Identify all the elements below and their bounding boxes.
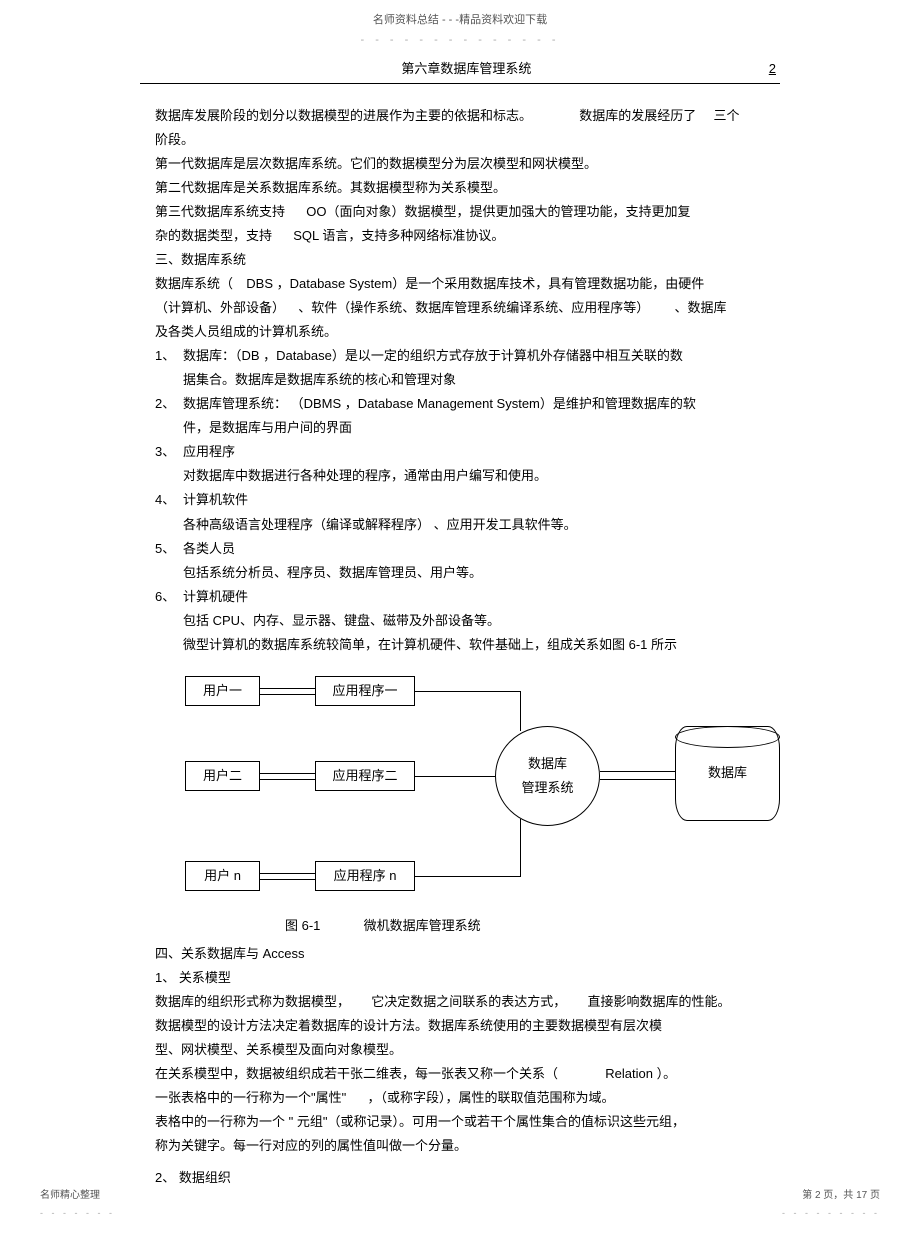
figure-caption: 图 6-1 微机数据库管理系统 (285, 914, 765, 938)
text: 应用程序 (183, 440, 765, 464)
text: 称为关键字。每一行对应的列的属性值叫做一个分量。 (155, 1134, 765, 1158)
text: （计算机、外部设备） (155, 300, 285, 315)
text: 对数据库中数据进行各种处理的程序，通常由用户编写和使用。 (183, 464, 765, 488)
header-text: 名师资料总结 - - -精品资料欢迎下载 (60, 10, 860, 30)
connector-line (260, 694, 315, 695)
text: DBS ，Database System）是一个采用数据库技术，具有管理数据功能… (246, 276, 704, 291)
text: 1、 关系模型 (155, 966, 765, 990)
dbms-label-1: 数据库 (528, 752, 567, 776)
text: 数据库的发展经历了 (579, 108, 696, 123)
text: 数据库系统（ (155, 276, 233, 291)
caption-text: 微机数据库管理系统 (364, 918, 481, 933)
connector-line (260, 873, 315, 874)
user-box: 用户一 (185, 676, 260, 706)
text: 件，是数据库与用户间的界面 (183, 416, 765, 440)
caption-number: 图 6-1 (285, 918, 320, 933)
user-box: 用户二 (185, 761, 260, 791)
text: 阶段。 (155, 128, 765, 152)
text: 计算机软件 (183, 488, 765, 512)
text: 型、网状模型、关系模型及面向对象模型。 (155, 1038, 765, 1062)
connector-line (415, 691, 520, 692)
text: 计算机硬件 (183, 585, 765, 609)
app-box: 应用程序一 (315, 676, 415, 706)
text: OO（面向对象）数据模型，提供更加强大的管理功能，支持更加复 (306, 204, 690, 219)
text: 第三代数据库系统支持 (155, 204, 285, 219)
text: 直接影响数据库的性能。 (588, 994, 731, 1009)
text: 数据库发展阶段的划分以数据模型的进展作为主要的依据和标志。 (155, 108, 532, 123)
list-item: 2、 数据库管理系统： （DBMS ，Database Management S… (155, 392, 765, 440)
connector-line (260, 773, 315, 774)
list-number: 2、 (155, 392, 183, 440)
user-box: 用户 n (185, 861, 260, 891)
system-diagram: 用户一 应用程序一 用户二 应用程序二 用户 n 应用程序 n 数据库 管理系统… (185, 671, 765, 906)
db-label: 数据库 (708, 761, 747, 785)
connector-line (520, 819, 521, 877)
text: 数据库管理系统： （DBMS ，Database Management Syst… (183, 392, 765, 416)
text: Relation ）。 (605, 1066, 676, 1081)
text: SQL 语言，支持多种网络标准协议。 (293, 228, 504, 243)
db-cylinder: 数据库 (675, 726, 780, 821)
title-row: 第六章数据库管理系统 2 (140, 57, 780, 84)
footer-right: 第 2 页，共 17 页 (782, 1187, 880, 1206)
dbms-label-2: 管理系统 (521, 776, 573, 800)
connector-line (260, 879, 315, 880)
page-footer: 名师精心整理 - - - - - - - 第 2 页，共 17 页 - - - … (40, 1187, 880, 1222)
list-item: 3、 应用程序 对数据库中数据进行各种处理的程序，通常由用户编写和使用。 (155, 440, 765, 488)
text: 在关系模型中，数据被组织成若干张二维表，每一张表又称一个关系（ (155, 1066, 558, 1081)
dbms-circle: 数据库 管理系统 (495, 726, 600, 826)
list-number: 6、 (155, 585, 183, 657)
text: 数据库：（DB ，Database）是以一定的组织方式存放于计算机外存储器中相互… (183, 344, 765, 368)
text: 微型计算机的数据库系统较简单，在计算机硬件、软件基础上，组成关系如图 6-1 所… (183, 633, 765, 657)
text: 表格中的一行称为一个 " 元组"（或称记录）。可用一个或若干个属性集合的值标识这… (155, 1110, 765, 1134)
list-item: 1、 数据库：（DB ，Database）是以一定的组织方式存放于计算机外存储器… (155, 344, 765, 392)
text: 一张表格中的一行称为一个"属性" (155, 1090, 346, 1105)
list-number: 1、 (155, 344, 183, 392)
text: 及各类人员组成的计算机系统。 (155, 320, 765, 344)
connector-line (520, 691, 521, 731)
app-box: 应用程序 n (315, 861, 415, 891)
text: 三个 (714, 108, 740, 123)
app-box: 应用程序二 (315, 761, 415, 791)
text: 第一代数据库是层次数据库系统。它们的数据模型分为层次模型和网状模型。 (155, 152, 765, 176)
text: 数据模型的设计方法决定着数据库的设计方法。数据库系统使用的主要数据模型有层次模 (155, 1014, 765, 1038)
footer-dots: - - - - - - - (40, 1205, 115, 1222)
text: 第二代数据库是关系数据库系统。其数据模型称为关系模型。 (155, 176, 765, 200)
list-item: 4、 计算机软件 各种高级语言处理程序（编译或解释程序） 、应用开发工具软件等。 (155, 488, 765, 536)
list-number: 3、 (155, 440, 183, 488)
text: 各种高级语言处理程序（编译或解释程序） 、应用开发工具软件等。 (183, 513, 765, 537)
list-number: 5、 (155, 537, 183, 585)
header-dots: - - - - - - - - - - - - - - (60, 30, 860, 50)
connector-line (415, 776, 495, 777)
connector-line (600, 771, 675, 772)
list-number: 4、 (155, 488, 183, 536)
connector-line (600, 779, 675, 780)
list-item: 6、 计算机硬件 包括 CPU、内存、显示器、键盘、磁带及外部设备等。 微型计算… (155, 585, 765, 657)
page-number-top: 2 (769, 57, 776, 81)
doc-header: 名师资料总结 - - -精品资料欢迎下载 - - - - - - - - - -… (60, 10, 860, 51)
text: 包括 CPU、内存、显示器、键盘、磁带及外部设备等。 (183, 609, 765, 633)
text: 、软件（操作系统、数据库管理系统编译系统、应用程序等） (298, 300, 649, 315)
main-content: 数据库发展阶段的划分以数据模型的进展作为主要的依据和标志。 数据库的发展经历了 … (155, 104, 765, 1191)
footer-dots: - - - - - - - - - (782, 1205, 880, 1222)
section-heading: 四、关系数据库与 Access (155, 942, 765, 966)
connector-line (260, 688, 315, 689)
text: 数据库的组织形式称为数据模型， (155, 994, 350, 1009)
numbered-list: 1、 数据库：（DB ，Database）是以一定的组织方式存放于计算机外存储器… (155, 344, 765, 657)
text: 杂的数据类型，支持 (155, 228, 272, 243)
connector-line (415, 876, 520, 877)
list-item: 5、 各类人员 包括系统分析员、程序员、数据库管理员、用户等。 (155, 537, 765, 585)
section-heading: 三、数据库系统 (155, 248, 765, 272)
text: ，（或称字段），属性的联取值范围称为域。 (367, 1090, 614, 1105)
text: 、数据库 (675, 300, 727, 315)
text: 包括系统分析员、程序员、数据库管理员、用户等。 (183, 561, 765, 585)
chapter-title: 第六章数据库管理系统 (164, 57, 769, 81)
footer-left: 名师精心整理 (40, 1187, 115, 1206)
connector-line (260, 779, 315, 780)
text: 它决定数据之间联系的表达方式， (371, 994, 566, 1009)
text: 各类人员 (183, 537, 765, 561)
text: 据集合。数据库是数据库系统的核心和管理对象 (183, 368, 765, 392)
